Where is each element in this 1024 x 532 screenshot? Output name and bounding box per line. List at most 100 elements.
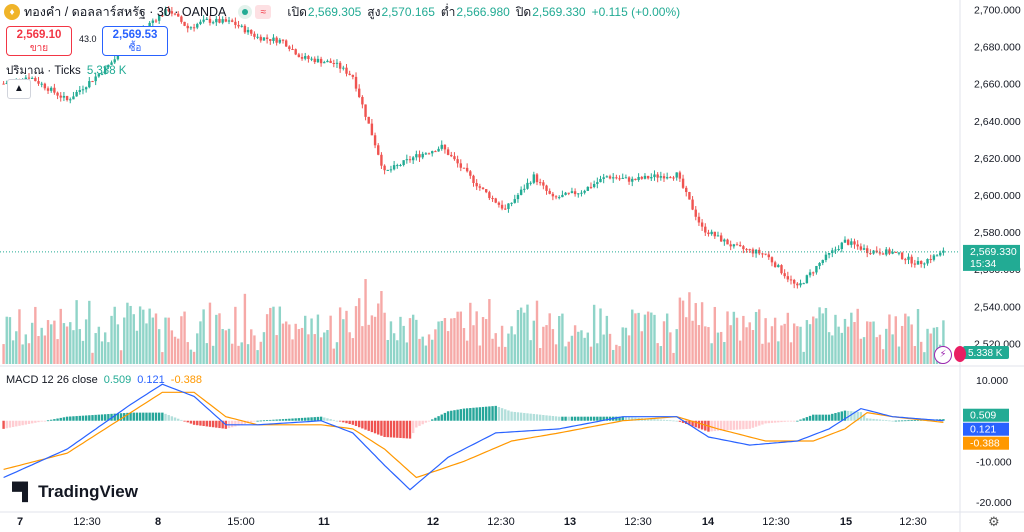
volume-bar [300, 327, 304, 364]
candle-body [869, 253, 872, 255]
macd-hist-bar [888, 420, 891, 422]
time-axis-label: 12:30 [899, 516, 927, 528]
volume-bar [704, 326, 707, 364]
time-axis-label: 8 [155, 516, 161, 528]
volume-bar [11, 340, 15, 364]
macd-hist-bar [545, 415, 548, 421]
volume-bar [5, 316, 8, 364]
volume-bar [748, 322, 751, 364]
symbol-title[interactable]: ทองคำ / ดอลลาร์สหรัฐ · 30 · OANDA [24, 5, 227, 19]
candle-body [510, 202, 513, 204]
volume-bar [586, 332, 590, 364]
candle-body [189, 27, 193, 29]
volume-bar [440, 320, 443, 364]
macd-hist-bar [218, 420, 221, 429]
settings-gear-icon[interactable]: ⚙ [988, 514, 1000, 529]
volume-bar [926, 328, 929, 364]
logo-text: TradingView [38, 482, 138, 501]
macd-hist-bar [529, 413, 532, 421]
tradingview-logo[interactable]: ▀▌ TradingView [12, 482, 138, 502]
volume-legend[interactable]: ปริมาณ · Ticks 5.338 K [6, 62, 126, 80]
candle-body [885, 249, 888, 255]
candle-body [240, 25, 243, 27]
macd-hist-bar [846, 410, 850, 421]
macd-hist-bar [205, 420, 208, 427]
collapse-legend-button[interactable]: ▲ [7, 79, 31, 99]
macd-hist-bar [367, 420, 370, 431]
candle-body [904, 259, 907, 261]
candle-body [91, 81, 94, 83]
candle-body [662, 176, 666, 179]
volume-bar [15, 331, 18, 364]
buy-button[interactable]: 2,569.53 ซื้อ [102, 26, 168, 56]
volume-bar [408, 318, 412, 364]
volume-bar [888, 314, 891, 364]
volume-bar [780, 325, 783, 364]
candle-body [294, 49, 297, 55]
volume-bar [627, 335, 631, 364]
candle-body [681, 178, 685, 188]
macd-hist-bar [183, 420, 186, 422]
volume-bar [862, 337, 866, 364]
market-open-icon [238, 5, 253, 19]
macd-hist-bar [221, 420, 224, 429]
macd-hist-bar [421, 420, 424, 425]
macd-hist-bar [392, 420, 396, 438]
flag-icon[interactable] [954, 346, 966, 362]
macd-hist-bar [764, 420, 767, 424]
candle-body [434, 151, 437, 153]
volume-bar [551, 329, 555, 364]
sell-button[interactable]: 2,569.10 ขาย [6, 26, 72, 56]
candle-body [513, 199, 516, 203]
candle-body [824, 254, 828, 261]
macd-hist-bar [599, 416, 602, 421]
macd-hist-bar [570, 416, 574, 421]
candle-body [2, 83, 5, 85]
volume-bar [507, 333, 510, 364]
candle-body [516, 194, 520, 200]
candle-body [764, 253, 767, 255]
volume-bar [399, 316, 402, 364]
macd-hist-bar [40, 420, 43, 422]
candle-body [789, 279, 793, 281]
volume-bar [243, 293, 247, 364]
volume-bar [856, 308, 859, 364]
candle-body [777, 265, 780, 268]
volume-value: 5.338 K [86, 65, 127, 77]
candle-body [40, 83, 43, 85]
time-axis-label: 12 [427, 516, 439, 528]
volume-bar [739, 340, 742, 364]
macd-hist-bar [307, 417, 310, 421]
macd-hist-bar [862, 415, 866, 421]
candle-body [675, 172, 678, 178]
volume-bar [497, 346, 501, 364]
macd-hist-bar [942, 419, 945, 421]
volume-bar [859, 338, 863, 364]
volume-bar [567, 341, 570, 364]
candle-body [278, 39, 282, 43]
volume-bar [900, 325, 904, 364]
volume-bar [596, 343, 599, 364]
low-label: ต่ำ [440, 4, 456, 19]
candle-body [919, 261, 923, 265]
macd-hist-bar [437, 416, 440, 421]
indicator-lines-icon[interactable]: ≈ [255, 5, 272, 19]
volume-bar [910, 324, 913, 364]
candle-body [192, 27, 196, 29]
macd-hist-bar [767, 420, 770, 424]
candle-body [351, 74, 355, 77]
macd-hist-bar [272, 419, 275, 421]
macd-hist-bar [278, 419, 282, 421]
macd-hist-bar [802, 418, 805, 421]
candle-body [196, 24, 199, 28]
candle-body [34, 77, 37, 82]
macd-hist-bar [732, 420, 736, 430]
candle-body [84, 87, 88, 90]
macd-hist-bar [135, 412, 139, 421]
macd-legend[interactable]: MACD 12 26 close 0.509 0.121 -0.388 [6, 374, 202, 386]
time-axis-label: 12:30 [762, 516, 790, 528]
macd-hist-bar [694, 420, 697, 428]
lightning-icon[interactable]: ⚡ [934, 346, 952, 364]
macd-hist-bar [910, 420, 913, 421]
